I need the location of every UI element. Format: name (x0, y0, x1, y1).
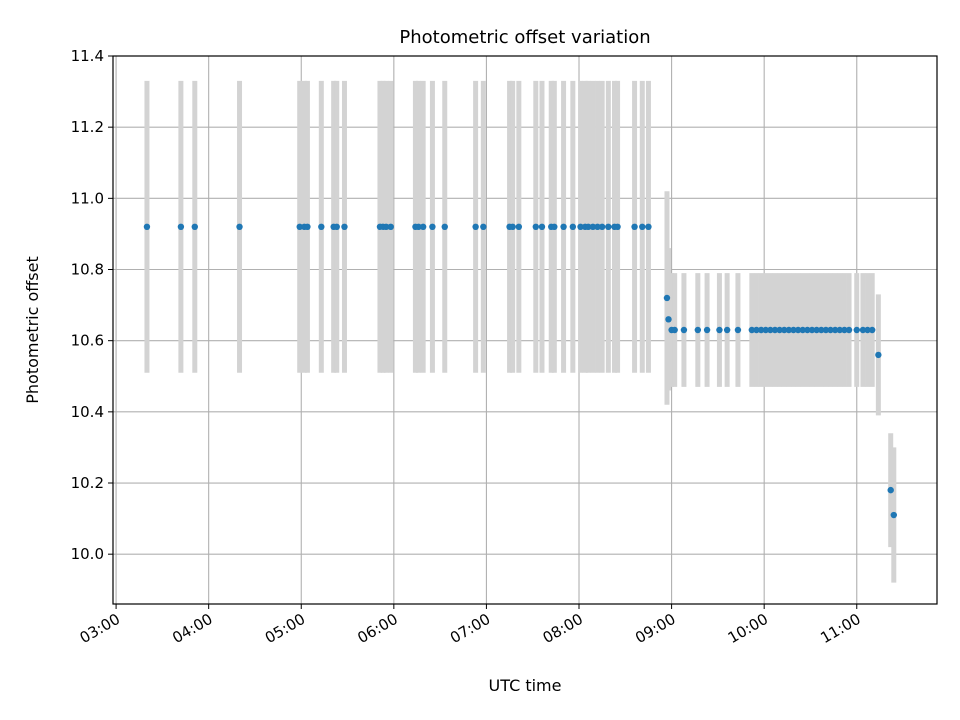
data-point (794, 326, 802, 334)
data-point (318, 223, 325, 231)
data-point (813, 326, 820, 334)
data-point (509, 223, 516, 231)
data-point (859, 326, 867, 334)
y-tick-label: 10.2 (71, 474, 104, 492)
data-point (333, 223, 340, 231)
y-tick-label: 11.4 (71, 47, 104, 65)
data-point (598, 223, 606, 231)
data-point (515, 223, 523, 231)
data-point (841, 326, 848, 334)
data-point (771, 326, 779, 334)
data-point (551, 223, 558, 231)
data-point (191, 223, 198, 231)
x-axis-title: UTC time (489, 676, 562, 695)
data-point (560, 223, 567, 231)
data-point (853, 326, 860, 334)
data-point (808, 326, 816, 334)
data-point (875, 351, 882, 359)
data-point (577, 223, 584, 231)
data-point (868, 326, 876, 334)
data-point (614, 223, 621, 231)
y-axis: 10.0 10.2 10.4 10.6 10.8 11.0 11.2 11.4 (71, 47, 113, 563)
y-axis-title: Photometric offset (23, 256, 42, 404)
data-point (589, 223, 597, 231)
data-point (665, 316, 672, 323)
data-points (143, 223, 897, 519)
data-point (762, 326, 769, 334)
data-point (887, 486, 894, 494)
data-point (890, 511, 897, 519)
y-tick-label: 11.0 (71, 189, 104, 207)
data-point (236, 223, 243, 231)
data-point (415, 223, 422, 231)
data-point (472, 223, 479, 231)
data-point (822, 326, 830, 334)
data-point (781, 326, 788, 334)
data-point (703, 326, 711, 334)
data-point (836, 326, 843, 334)
data-point (382, 223, 390, 231)
data-point (419, 223, 427, 231)
data-point (864, 326, 871, 334)
data-point (177, 223, 185, 231)
data-point (304, 223, 311, 231)
data-point (790, 326, 797, 334)
chart-title: Photometric offset variation (399, 27, 650, 48)
data-point (716, 326, 723, 334)
data-point (639, 223, 646, 231)
data-point (532, 223, 540, 231)
data-point (341, 223, 348, 231)
data-point (804, 326, 811, 334)
data-point (671, 326, 678, 334)
data-point (538, 223, 546, 231)
data-point (753, 326, 760, 334)
data-point (429, 223, 436, 231)
data-point (845, 326, 853, 334)
data-point (680, 326, 688, 334)
data-point (734, 326, 742, 334)
y-tick-label: 10.0 (71, 545, 104, 563)
y-tick-label: 10.8 (71, 261, 104, 279)
data-point (757, 326, 765, 334)
data-point (645, 223, 652, 231)
data-point (569, 223, 577, 231)
data-point (441, 223, 448, 231)
data-point (387, 223, 394, 231)
data-point (818, 326, 825, 334)
data-point (296, 223, 303, 231)
data-point (480, 223, 487, 231)
data-point (585, 223, 592, 231)
data-point (827, 326, 834, 334)
data-point (663, 294, 671, 302)
data-point (785, 326, 793, 334)
data-point (723, 326, 731, 334)
data-point (831, 326, 839, 334)
data-point (694, 326, 702, 334)
data-point (605, 223, 612, 231)
plot-frame (112, 55, 938, 605)
data-point (631, 223, 638, 231)
data-point (799, 326, 806, 334)
data-point (594, 223, 601, 231)
data-point (776, 326, 783, 334)
y-tick-label: 10.6 (71, 332, 104, 350)
data-point (748, 326, 756, 334)
data-point (767, 326, 774, 334)
data-point (143, 223, 151, 231)
y-tick-label: 11.2 (71, 118, 104, 136)
y-tick-label: 10.4 (71, 403, 104, 421)
